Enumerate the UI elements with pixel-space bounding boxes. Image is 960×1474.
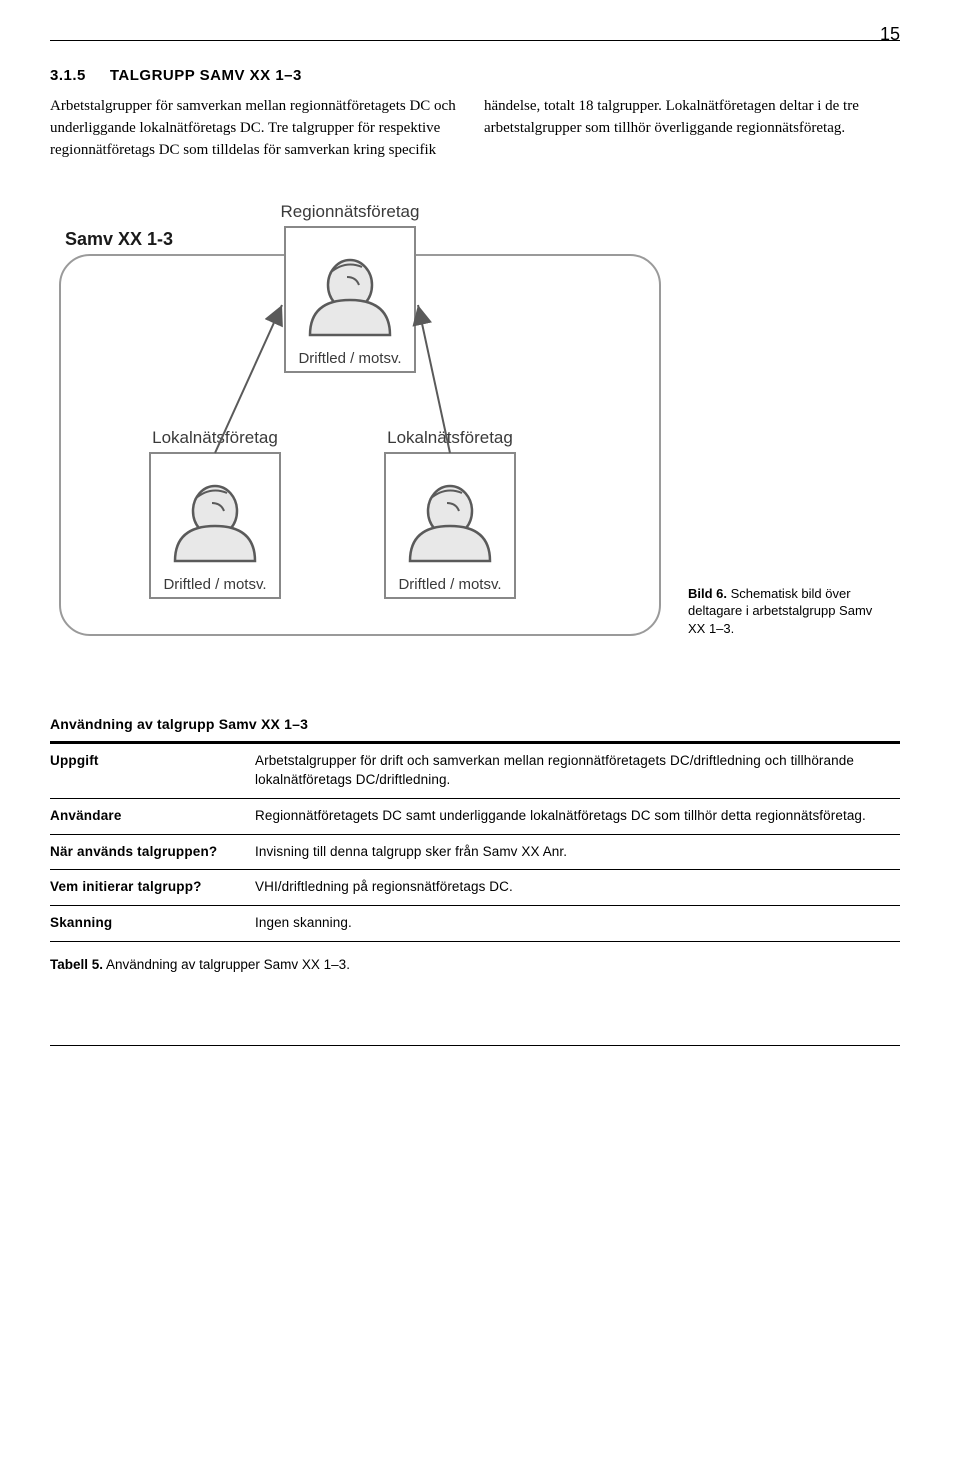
table-caption-text: Användning av talgrupper Samv XX 1–3. — [103, 957, 350, 972]
table-row: När används talgruppen? Invisning till d… — [50, 835, 900, 871]
table-caption: Tabell 5. Användning av talgrupper Samv … — [50, 956, 900, 975]
page-number: 15 — [880, 22, 900, 47]
table-key: Uppgift — [50, 752, 255, 790]
usage-table: Uppgift Arbetstalgrupper för drift och s… — [50, 741, 900, 942]
body-col-1: Arbetstalgrupper för samverkan mellan re… — [50, 96, 466, 161]
table-caption-bold: Tabell 5. — [50, 957, 103, 972]
table-key: När används talgruppen? — [50, 843, 255, 862]
table-val: VHI/driftledning på regionsnätföretags D… — [255, 878, 900, 897]
table-key: Vem initierar talgrupp? — [50, 878, 255, 897]
diagram-caption-bold: Bild 6. — [688, 586, 727, 601]
table-title: Användning av talgrupp Samv XX 1–3 — [50, 715, 900, 735]
table-row: Skanning Ingen skanning. — [50, 906, 900, 942]
table-row: Vem initierar talgrupp? VHI/driftledning… — [50, 870, 900, 906]
table-val: Invisning till denna talgrupp sker från … — [255, 843, 900, 862]
diagram-right-title: Lokalnätsföretag — [387, 428, 513, 447]
table-key: Skanning — [50, 914, 255, 933]
table-val: Ingen skanning. — [255, 914, 900, 933]
table-val: Regionnätföretagets DC samt underliggand… — [255, 807, 900, 826]
diagram-left-title: Lokalnätsföretag — [152, 428, 278, 447]
body-col-2: händelse, totalt 18 talgrupper. Lokalnät… — [484, 96, 900, 161]
body-columns: Arbetstalgrupper för samverkan mellan re… — [50, 96, 900, 161]
diagram-top-sub: Driftled / motsv. — [298, 350, 401, 367]
table-val: Arbetstalgrupper för drift och samverkan… — [255, 752, 900, 790]
diagram-right-sub: Driftled / motsv. — [398, 576, 501, 593]
bottom-rule — [50, 1045, 900, 1046]
top-rule — [50, 40, 900, 41]
diagram-svg: Samv XX 1-3 Regionnätsföretag Driftled /… — [50, 185, 670, 645]
diagram-area: Samv XX 1-3 Regionnätsföretag Driftled /… — [50, 185, 900, 645]
table-row: Uppgift Arbetstalgrupper för drift och s… — [50, 744, 900, 799]
section-heading: 3.1.5 TALGRUPP SAMV XX 1–3 — [50, 65, 900, 86]
section-number: 3.1.5 — [50, 65, 86, 86]
table-row: Användare Regionnätföretagets DC samt un… — [50, 799, 900, 835]
diagram-left-sub: Driftled / motsv. — [163, 576, 266, 593]
diagram-caption: Bild 6. Schematisk bild över deltagare i… — [688, 585, 888, 638]
diagram-top-title: Regionnätsföretag — [281, 202, 420, 221]
table-key: Användare — [50, 807, 255, 826]
section-title: TALGRUPP SAMV XX 1–3 — [110, 65, 302, 86]
diagram-outer-label: Samv XX 1-3 — [65, 229, 173, 249]
